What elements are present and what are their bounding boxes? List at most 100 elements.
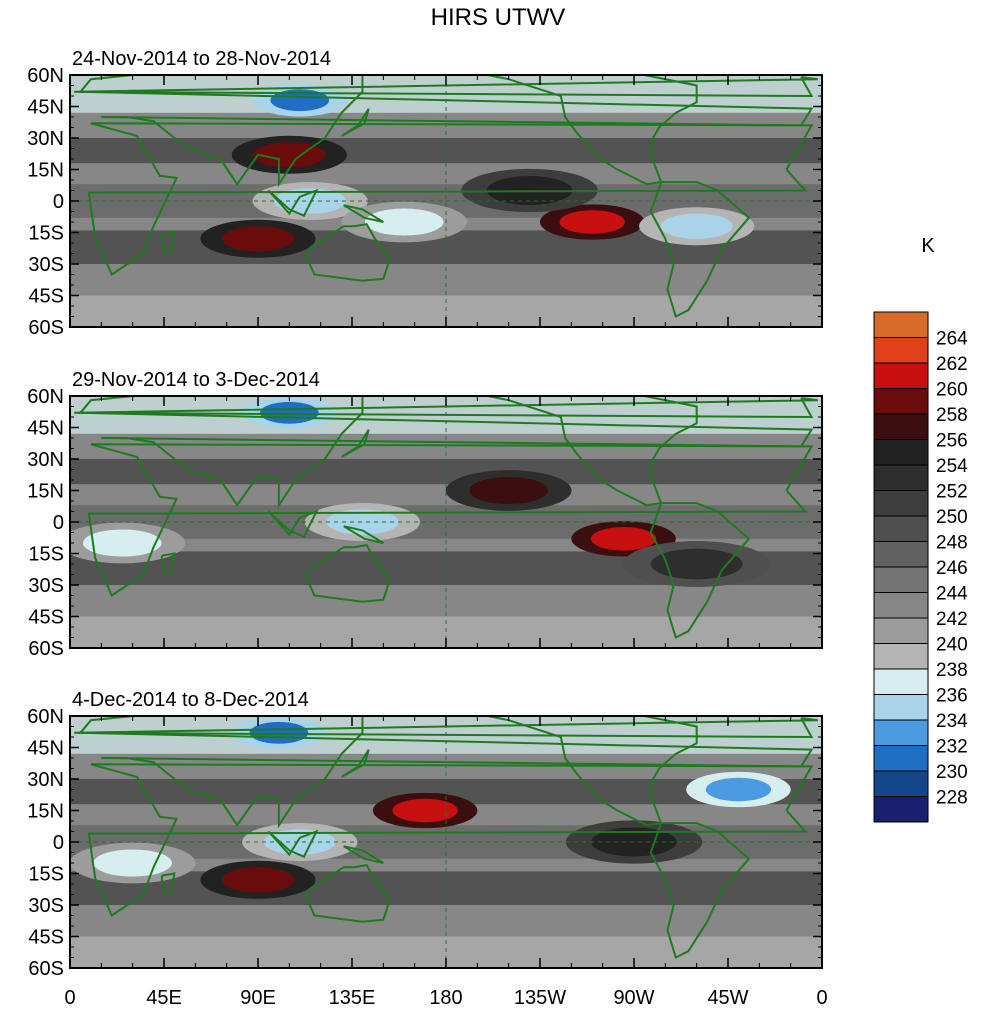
x-tick-label: 180 — [429, 987, 462, 1009]
coastline — [649, 822, 751, 959]
coastline — [78, 716, 814, 829]
coastline — [343, 845, 384, 864]
x-tick-label: 135E — [329, 987, 376, 1009]
coastline — [343, 525, 384, 544]
coastline — [267, 188, 319, 217]
colorbar-tick-label: 242 — [936, 609, 968, 630]
colorbar-box — [873, 745, 929, 772]
colorbar-box — [873, 643, 929, 670]
coastline — [649, 502, 751, 639]
field-feature — [263, 829, 336, 855]
y-tick-label: 15S — [28, 544, 64, 566]
panel-subtitle: 29-Nov-2014 to 3-Dec-2014 — [72, 369, 320, 391]
x-tick-label: 45E — [146, 987, 182, 1009]
colorbar-box — [873, 413, 929, 440]
colorbar-tick-label: 230 — [936, 762, 968, 783]
coastline — [160, 552, 176, 577]
y-tick-label: 15N — [27, 160, 64, 182]
coastline — [160, 872, 176, 897]
field-feature — [222, 867, 294, 893]
map-panels: 24-Nov-2014 to 28-Nov-2014 60N 45N 30N 15N 0 1… — [27, 48, 827, 1009]
x-tick-label: 135W — [514, 987, 566, 1009]
coastline — [78, 75, 814, 188]
y-tick-label: 60N — [27, 65, 64, 87]
colorbar-box — [873, 796, 929, 823]
field-feature — [660, 213, 733, 239]
y-tick-label: 45N — [27, 418, 64, 440]
field-feature — [392, 798, 458, 823]
colorbar-tick-label: 260 — [936, 380, 968, 401]
colorbar-tick-label: 234 — [936, 711, 968, 732]
y-tick-label: 60S — [28, 958, 64, 980]
colorbar-tick-label: 254 — [936, 456, 968, 477]
colorbar-tick-label: 246 — [936, 558, 968, 579]
coastline — [341, 749, 370, 778]
field-feature — [469, 476, 548, 505]
y-tick-label: 45N — [27, 738, 64, 760]
panel-subtitle: 4-Dec-2014 to 8-Dec-2014 — [72, 689, 309, 711]
field-feature — [222, 226, 294, 252]
map-panel: 24-Nov-2014 to 28-Nov-2014 60N 45N 30N 15N 0 1… — [27, 48, 823, 339]
colorbar-unit-label: K — [921, 235, 935, 257]
y-tick-label: 45S — [28, 607, 64, 629]
y-tick-label: 30S — [28, 575, 64, 597]
y-tick-label: 30S — [28, 254, 64, 276]
colorbar-tick-label: 238 — [936, 660, 968, 681]
x-tick-label: 45W — [707, 987, 748, 1009]
colorbar-tick-label: 264 — [936, 329, 968, 350]
colorbar-tick-label: 236 — [936, 686, 968, 707]
y-tick-label: 15S — [28, 223, 64, 245]
coastline — [74, 397, 818, 419]
colorbar-box — [873, 719, 929, 746]
colorbar-box — [873, 337, 929, 364]
y-tick-label: 45S — [28, 286, 64, 308]
colorbar-tick-label: 240 — [936, 635, 968, 656]
chart-title: HIRS UTWV — [431, 4, 566, 31]
field-feature — [253, 142, 326, 168]
field-feature — [364, 208, 444, 236]
y-tick-label: 60N — [27, 706, 64, 728]
colorbar-box — [873, 566, 929, 593]
colorbar-tick-label: 256 — [936, 431, 968, 452]
coastline — [341, 108, 370, 137]
colorbar-tick-label: 262 — [936, 354, 968, 375]
field-feature — [559, 210, 625, 234]
colorbar-tick-label: 258 — [936, 405, 968, 426]
y-tick-label: 60S — [28, 638, 64, 660]
y-tick-label: 30S — [28, 895, 64, 917]
coastline — [267, 829, 319, 858]
field-feature — [591, 827, 677, 857]
y-tick-label: 0 — [53, 832, 64, 854]
coastline — [78, 396, 814, 509]
coastline — [341, 429, 370, 458]
y-tick-label: 15N — [27, 481, 64, 503]
y-tick-label: 30N — [27, 769, 64, 791]
colorbar-box — [873, 388, 929, 415]
coastline — [74, 717, 818, 739]
colorbar-box — [873, 311, 929, 338]
colorbar-box — [873, 668, 929, 695]
coastline — [343, 204, 384, 223]
colorbar-tick-label: 244 — [936, 584, 968, 605]
y-tick-label: 0 — [53, 512, 64, 534]
y-tick-label: 60S — [28, 317, 64, 339]
coastline — [304, 222, 391, 282]
colorbar-tick-label: 228 — [936, 788, 968, 809]
y-tick-label: 30N — [27, 449, 64, 471]
coastline — [87, 443, 814, 597]
colorbar-box — [873, 515, 929, 542]
colorbar-tick-label: 248 — [936, 533, 968, 554]
y-tick-label: 0 — [53, 191, 64, 213]
field-feature — [650, 548, 743, 580]
colorbar-box — [873, 770, 929, 797]
colorbar-box — [873, 617, 929, 644]
field-feature — [590, 527, 657, 551]
map-panel: 29-Nov-2014 to 3-Dec-2014 60N 45N 30N 15N 0 15… — [27, 369, 823, 660]
field-feature — [260, 401, 319, 424]
map-panel: 4-Dec-2014 to 8-Dec-2014 60N 45N 30N 15N 0 15S… — [27, 689, 827, 1009]
coastline — [160, 231, 176, 256]
colorbar-box — [873, 694, 929, 721]
x-tick-label: 0 — [64, 987, 75, 1009]
coastline — [87, 122, 814, 276]
